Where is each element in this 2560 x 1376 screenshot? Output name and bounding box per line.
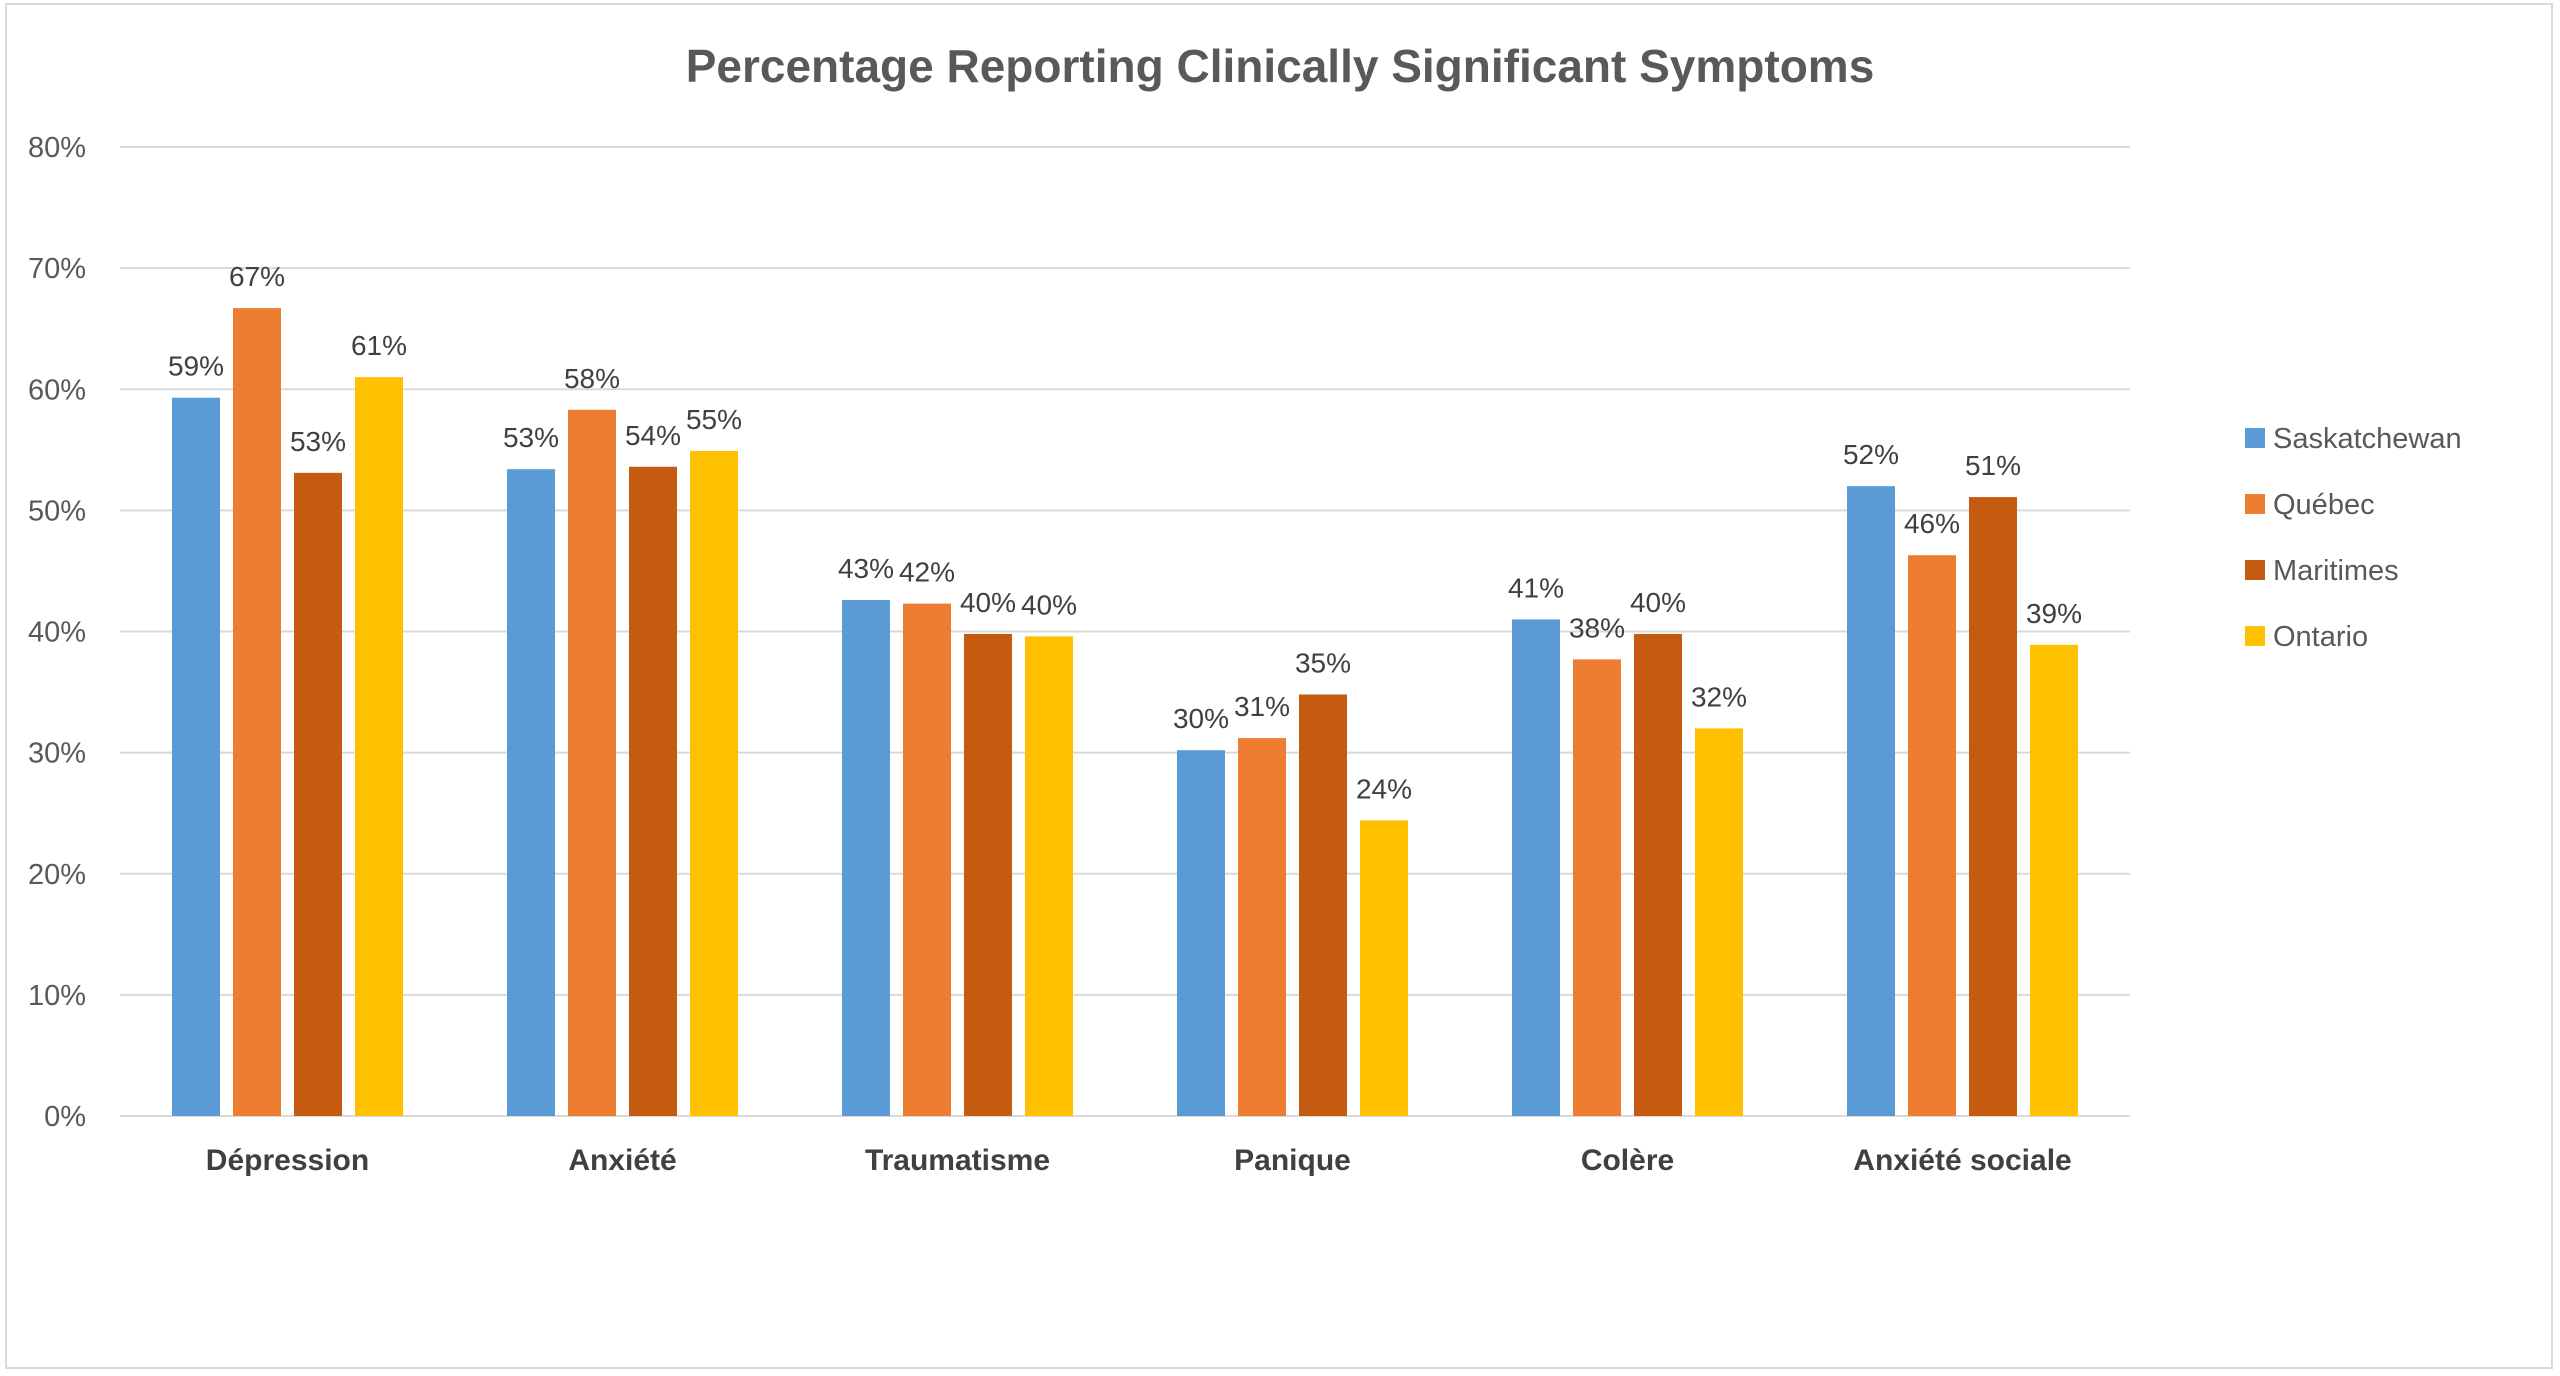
legend-swatch <box>2245 626 2265 646</box>
data-label: 42% <box>899 557 955 588</box>
y-tick-label: 0% <box>44 1101 86 1133</box>
legend-label: Québec <box>2273 489 2375 521</box>
data-label: 58% <box>564 363 620 394</box>
data-label: 67% <box>229 261 285 292</box>
x-category-label: Anxiété <box>568 1144 676 1177</box>
x-category-label: Traumatisme <box>865 1144 1050 1177</box>
legend: Saskatchewan Québec Maritimes Ontario <box>2245 423 2462 653</box>
legend-label: Maritimes <box>2273 555 2399 587</box>
bar-maritimes <box>1969 497 2017 1116</box>
chart-title: Percentage Reporting Clinically Signific… <box>686 40 1875 92</box>
bar-québec <box>1238 738 1286 1116</box>
data-label: 59% <box>168 351 224 382</box>
data-label: 30% <box>1173 703 1229 734</box>
y-tick-label: 30% <box>28 738 86 770</box>
bar-maritimes <box>1299 694 1347 1116</box>
y-tick-label: 50% <box>28 495 86 527</box>
data-label: 40% <box>1021 589 1077 620</box>
data-label: 46% <box>1904 508 1960 539</box>
y-tick-label: 20% <box>28 859 86 891</box>
x-category-label: Panique <box>1234 1144 1351 1177</box>
data-label: 24% <box>1356 773 1412 804</box>
data-labels: 59%67%53%61%53%58%54%55%43% 42%40% 40%30% 3… <box>168 261 2082 804</box>
bar-ontario <box>690 451 738 1116</box>
y-tick-label: 60% <box>28 374 86 406</box>
chart-frame <box>5 3 2553 1369</box>
data-label: 52% <box>1843 439 1899 470</box>
data-label: 39% <box>2026 598 2082 629</box>
y-tick-label: 80% <box>28 132 86 164</box>
x-category-label: Colère <box>1581 1144 1674 1177</box>
bars <box>172 308 2078 1116</box>
bar-québec <box>1573 659 1621 1116</box>
x-axis-categories: Dépression Anxiété Traumatisme Panique Colèr… <box>206 1144 2072 1177</box>
bar-maritimes <box>1634 633 1682 1116</box>
data-label: 40% <box>960 587 1016 618</box>
bar-ontario <box>1360 820 1408 1116</box>
bar-québec <box>568 409 616 1116</box>
x-category-label: Dépression <box>206 1144 369 1177</box>
bar-saskatchewan <box>1177 750 1225 1116</box>
y-tick-label: 40% <box>28 617 86 649</box>
bar-maritimes <box>294 472 342 1116</box>
bar-saskatchewan <box>507 469 555 1116</box>
bar-saskatchewan <box>842 600 890 1116</box>
data-label: 53% <box>503 422 559 453</box>
legend-swatch <box>2245 428 2265 448</box>
data-label: 51% <box>1965 450 2021 481</box>
data-label: 35% <box>1295 647 1351 678</box>
bar-québec <box>1908 555 1956 1116</box>
bar-maritimes <box>629 466 677 1116</box>
y-tick-label: 10% <box>28 980 86 1012</box>
bar-saskatchewan <box>1847 486 1895 1116</box>
x-category-label: Anxiété sociale <box>1853 1144 2071 1177</box>
data-label: 55% <box>686 404 742 435</box>
bar-ontario <box>355 377 403 1116</box>
data-label: 53% <box>290 426 346 457</box>
legend-swatch <box>2245 494 2265 514</box>
bar-maritimes <box>964 633 1012 1116</box>
legend-swatch <box>2245 560 2265 580</box>
bar-ontario <box>1695 728 1743 1116</box>
y-tick-label: 70% <box>28 253 86 285</box>
data-label: 43% <box>838 553 894 584</box>
data-label: 54% <box>625 420 681 451</box>
legend-label: Ontario <box>2273 621 2368 653</box>
y-axis-ticks: 0% 10% 20% 30% 40% 50% 60% 70% 80% <box>28 132 86 1133</box>
bar-saskatchewan <box>1512 619 1560 1116</box>
bar-québec <box>903 603 951 1116</box>
data-label: 61% <box>351 330 407 361</box>
data-label: 32% <box>1691 681 1747 712</box>
data-label: 41% <box>1508 572 1564 603</box>
bar-saskatchewan <box>172 397 220 1116</box>
data-label: 31% <box>1234 691 1290 722</box>
bar-québec <box>233 308 281 1116</box>
bar-ontario <box>2030 644 2078 1116</box>
legend-label: Saskatchewan <box>2273 423 2462 455</box>
gridlines <box>120 146 2130 1117</box>
data-label: 40% <box>1630 587 1686 618</box>
bar-ontario <box>1025 636 1073 1116</box>
data-label: 38% <box>1569 612 1625 643</box>
